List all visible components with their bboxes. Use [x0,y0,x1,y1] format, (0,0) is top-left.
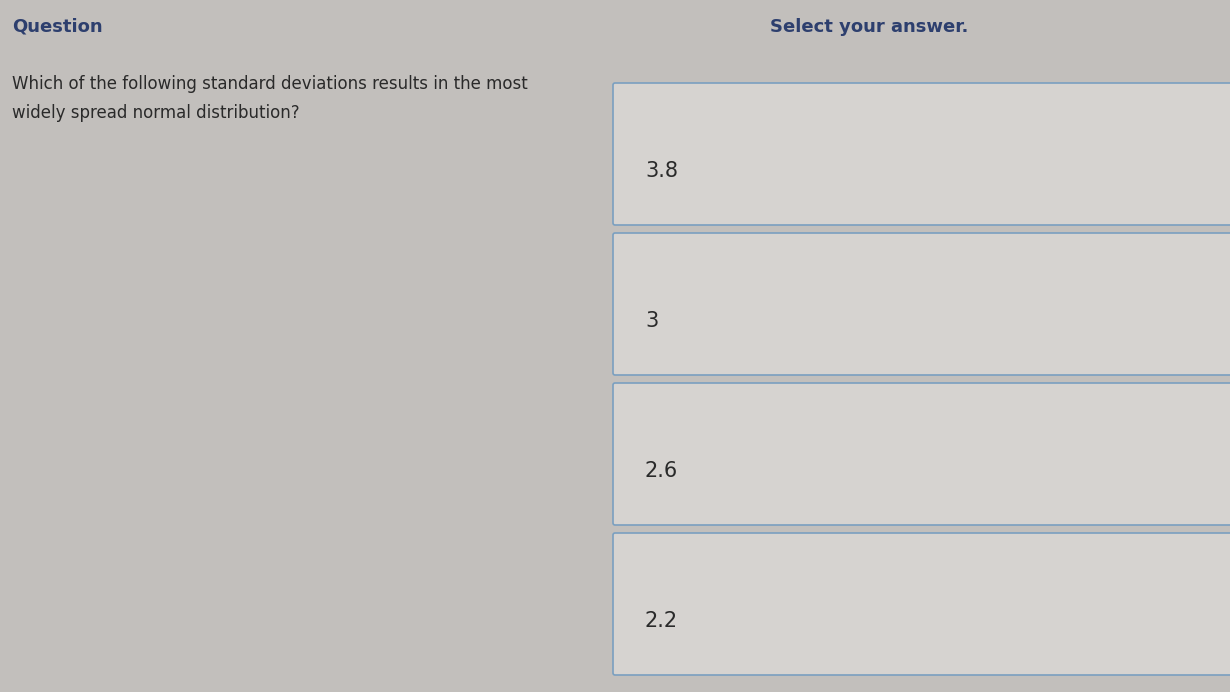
Text: Which of the following standard deviations results in the most
widely spread nor: Which of the following standard deviatio… [12,75,528,122]
Text: 3: 3 [645,311,658,331]
FancyBboxPatch shape [613,233,1230,375]
Text: Question: Question [12,18,102,36]
FancyBboxPatch shape [613,533,1230,675]
Text: 2.2: 2.2 [645,610,678,630]
Text: Select your answer.: Select your answer. [770,18,968,36]
Text: 3.8: 3.8 [645,161,678,181]
FancyBboxPatch shape [613,383,1230,525]
Text: 2.6: 2.6 [645,461,678,480]
FancyBboxPatch shape [613,83,1230,225]
